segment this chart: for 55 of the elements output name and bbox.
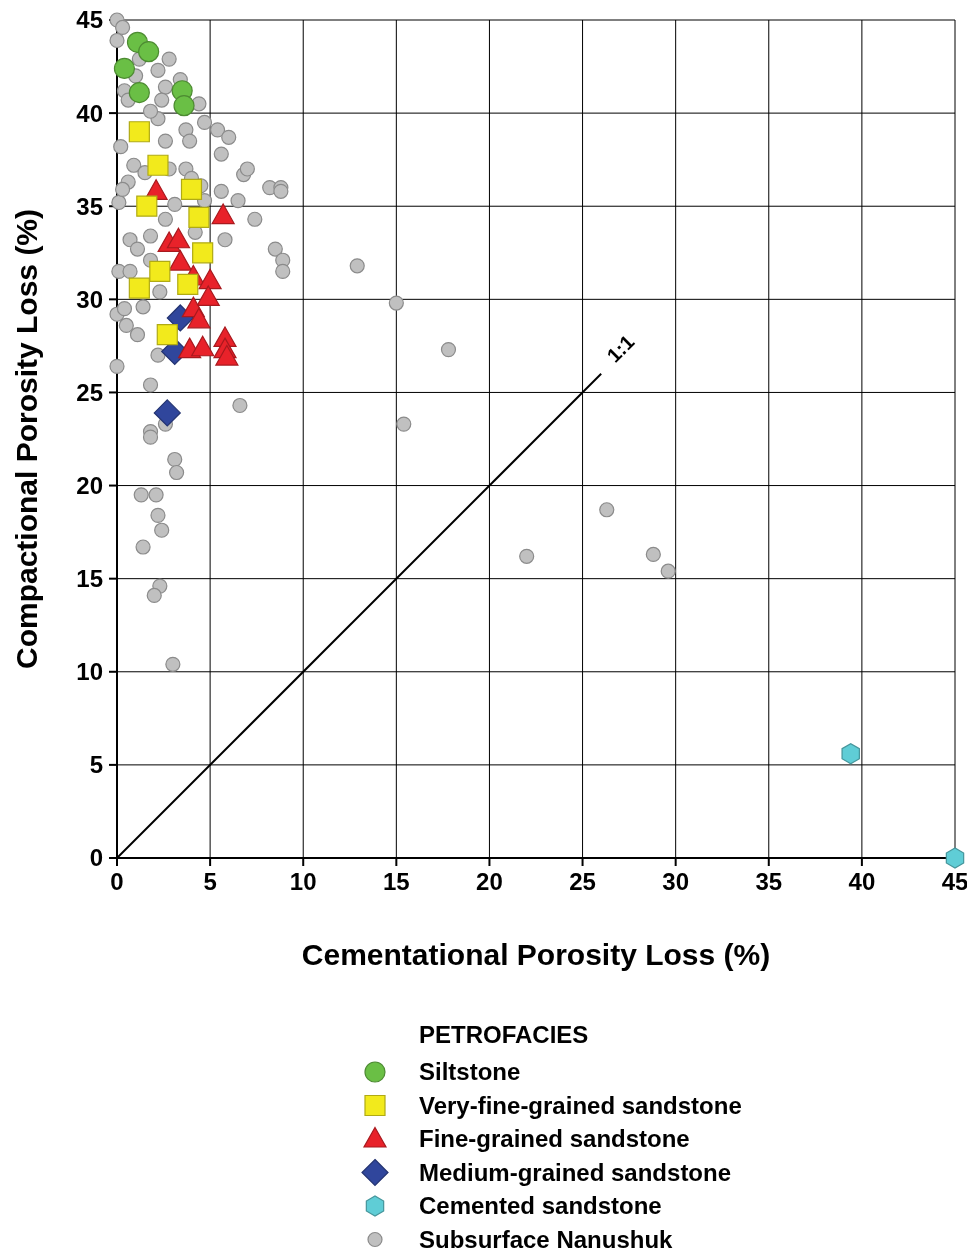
y-tick-label: 15 <box>76 565 103 593</box>
point <box>113 57 136 79</box>
x-tick-label: 20 <box>476 868 503 895</box>
point <box>173 95 195 117</box>
point <box>138 41 160 63</box>
point <box>211 203 235 225</box>
legend-label: Medium-grained sandstone <box>419 1158 732 1186</box>
legend-label: Cemented sandstone <box>419 1192 662 1220</box>
x-tick-label: 40 <box>848 868 876 895</box>
legend-label: Subsurface Nanushuk <box>419 1225 674 1253</box>
y-tick-label: 30 <box>76 285 103 313</box>
legend-title: PETROFACIES <box>419 1021 589 1049</box>
point <box>841 743 860 765</box>
x-tick-label: 30 <box>662 868 690 895</box>
point <box>196 285 220 307</box>
y-tick-label: 5 <box>89 751 103 779</box>
point <box>147 154 169 176</box>
point <box>215 344 239 366</box>
y-tick-label: 0 <box>89 844 103 872</box>
point <box>945 847 965 869</box>
text: 1:1 <box>602 330 639 367</box>
y-tick-label: 10 <box>76 658 103 686</box>
point <box>128 121 150 143</box>
point <box>180 178 203 201</box>
legend-label: Very-fine-grained sandstone <box>419 1091 742 1119</box>
y-tick-label: 45 <box>76 6 103 34</box>
x-tick-label: 45 <box>941 868 969 895</box>
y-axis-title: Compactional Porosity Loss (%) <box>10 208 43 670</box>
point <box>128 82 150 104</box>
x-tick-label: 15 <box>382 868 410 895</box>
y-tick-label: 40 <box>76 99 103 127</box>
point <box>177 273 199 296</box>
x-tick-label: 10 <box>289 868 317 895</box>
point <box>187 307 211 329</box>
y-tick-label: 20 <box>76 471 103 499</box>
x-tick-label: 0 <box>110 868 124 895</box>
point <box>168 249 192 271</box>
point <box>191 335 215 357</box>
point <box>188 206 210 228</box>
point <box>136 195 158 217</box>
point <box>153 399 181 427</box>
point <box>166 227 191 249</box>
y-tick-label: 25 <box>76 378 103 406</box>
y-tick-label: 35 <box>76 192 103 220</box>
legend-label: Siltstone <box>419 1058 521 1086</box>
x-tick-label: 35 <box>755 868 783 895</box>
point <box>149 260 171 282</box>
x-tick-label: 5 <box>203 868 217 895</box>
x-tick-label: 25 <box>569 868 596 895</box>
legend-label: Fine-grained sandstone <box>419 1125 690 1153</box>
point <box>198 268 222 290</box>
point <box>128 277 150 299</box>
point <box>156 324 178 346</box>
point <box>192 242 214 264</box>
x-axis-title: Cementational Porosity Loss (%) <box>301 938 771 971</box>
